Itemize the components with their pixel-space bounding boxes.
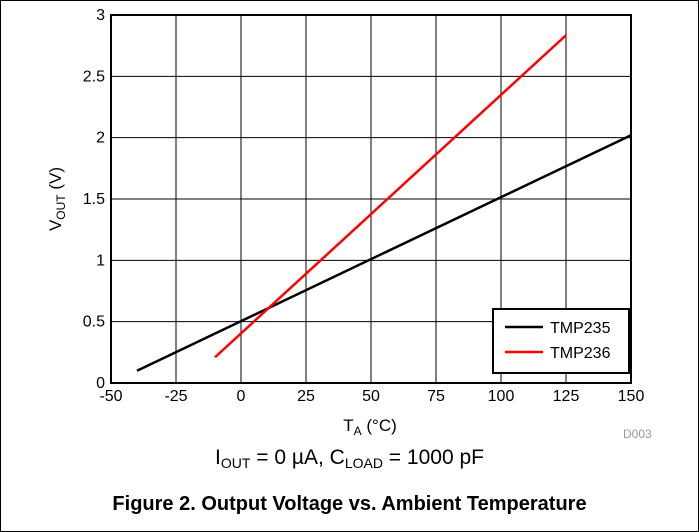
x-tick-label: -50 [99, 388, 122, 405]
series-line-tmp236 [214, 34, 567, 359]
x-tick-label: 100 [488, 388, 515, 405]
legend: TMP235 TMP236 [492, 308, 630, 374]
y-tick-label: 3 [96, 7, 105, 24]
y-tick-label: 0.5 [83, 314, 105, 331]
y-tick-label: 2 [96, 130, 105, 147]
y-tick-label: 0 [96, 375, 105, 392]
series-line-tmp235 [136, 134, 632, 372]
x-tick-label: 50 [362, 388, 380, 405]
y-tick-label: 2.5 [83, 68, 105, 85]
x-tick-label: -25 [164, 388, 187, 405]
legend-box [492, 308, 630, 374]
y-tick-label: 1.5 [83, 191, 105, 208]
chart: -50 -25 0 25 50 75 100 125 150 0 0.5 1 1.5 2 2.5 3 TMP… [46, 7, 644, 438]
plot-border [110, 14, 632, 384]
y-tick-labels: 0 0.5 1 1.5 2 2.5 3 [83, 7, 105, 392]
legend-label-tmp236: TMP236 [550, 345, 611, 362]
test-conditions: IOUT = 0 µA, CLOAD = 1000 pF [215, 446, 484, 471]
x-tick-label: 25 [297, 388, 315, 405]
x-axis-label: TA (°C) [343, 416, 397, 438]
x-tick-label: 150 [618, 388, 645, 405]
x-tick-label: 125 [553, 388, 580, 405]
x-tick-label: 0 [237, 388, 246, 405]
legend-label-tmp235: TMP235 [550, 320, 611, 337]
figure-caption: Figure 2. Output Voltage vs. Ambient Tem… [112, 493, 587, 515]
y-tick-label: 1 [96, 252, 105, 269]
x-tick-labels: -50 -25 0 25 50 75 100 125 150 [99, 388, 644, 405]
y-axis-label: VOUT (V) [46, 167, 68, 231]
x-tick-label: 75 [427, 388, 445, 405]
figure-id: D003 [623, 427, 652, 441]
series-group [136, 34, 632, 372]
